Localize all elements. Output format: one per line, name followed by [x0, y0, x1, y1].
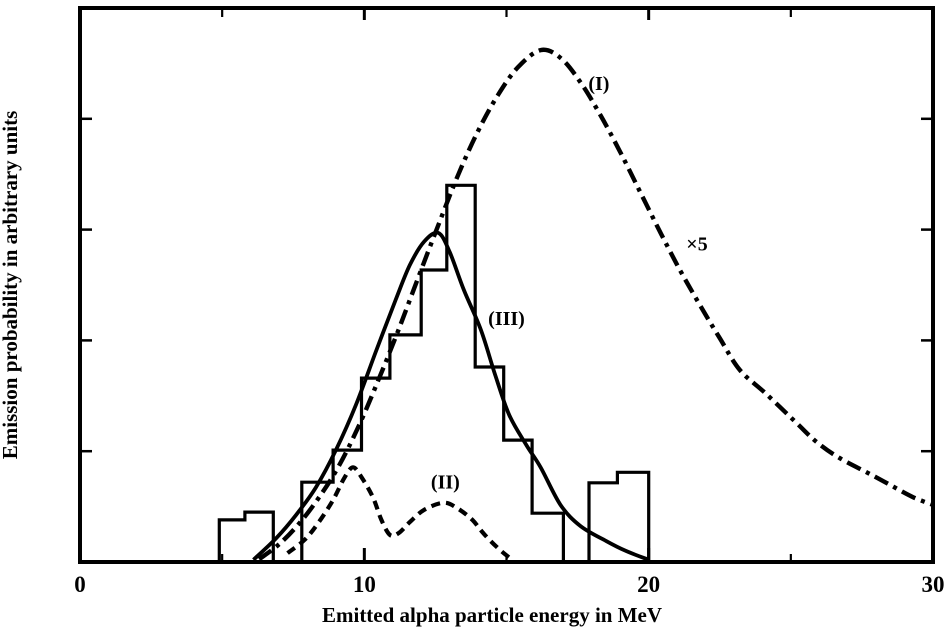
curve-II	[286, 465, 511, 560]
curve-label: ×5	[686, 233, 707, 255]
x-axis-title: Emitted alpha particle energy in MeV	[322, 603, 662, 627]
histogram-outline	[217, 183, 651, 564]
curve-label: (I)	[588, 73, 609, 95]
curve-label: (III)	[488, 308, 525, 330]
curve-III	[252, 230, 650, 562]
x-tick-label: 10	[353, 572, 376, 597]
curve-label: (II)	[431, 472, 460, 494]
x-tick-label: 0	[74, 572, 86, 597]
y-axis-title: Emission probability in arbitrary units	[0, 111, 22, 460]
x-tick-label: 20	[637, 572, 660, 597]
curve-I	[257, 47, 934, 561]
plot-layer: 0 10 20 30 (I) ×5 (III) (II)	[74, 6, 945, 597]
x-tick-label: 30	[922, 572, 945, 597]
plot-frame	[78, 6, 935, 564]
